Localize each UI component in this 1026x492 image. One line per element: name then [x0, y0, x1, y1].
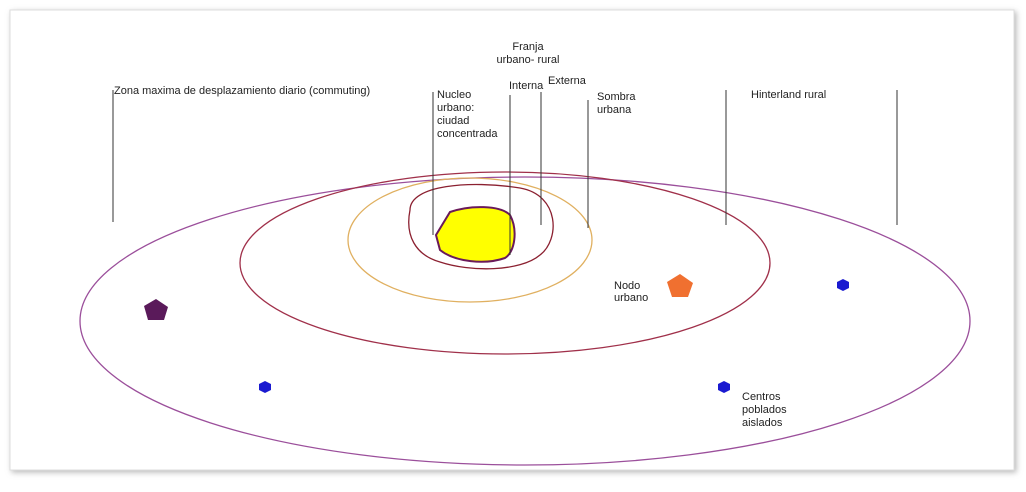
label: poblados [742, 404, 787, 416]
label: Nodo [614, 280, 640, 292]
label: Interna [509, 80, 544, 92]
label: Zona maxima de desplazamiento diario (co… [114, 85, 370, 97]
label: ciudad [437, 115, 469, 127]
urban-node [667, 274, 693, 297]
node-pentagon [144, 299, 168, 320]
label: Nucleo [437, 89, 471, 101]
label: Externa [548, 75, 587, 87]
label: urbano: [437, 102, 474, 114]
label: urbano [614, 292, 648, 304]
outer-ring [79, 176, 971, 466]
isolated-center [837, 279, 849, 291]
isolated-center [259, 381, 271, 393]
label: concentrada [437, 128, 498, 140]
label: aislados [742, 417, 783, 429]
label: Centros [742, 391, 781, 403]
label: Hinterland rural [751, 89, 826, 101]
label: urbano- rural [497, 54, 560, 66]
label: Franja [512, 41, 544, 53]
urban-core [434, 206, 516, 263]
fringe-ring [347, 177, 593, 303]
middle-ring [239, 171, 771, 355]
inner-ring [408, 183, 554, 270]
isolated-center [718, 381, 730, 393]
label: urbana [597, 104, 632, 116]
label: Sombra [597, 91, 636, 103]
